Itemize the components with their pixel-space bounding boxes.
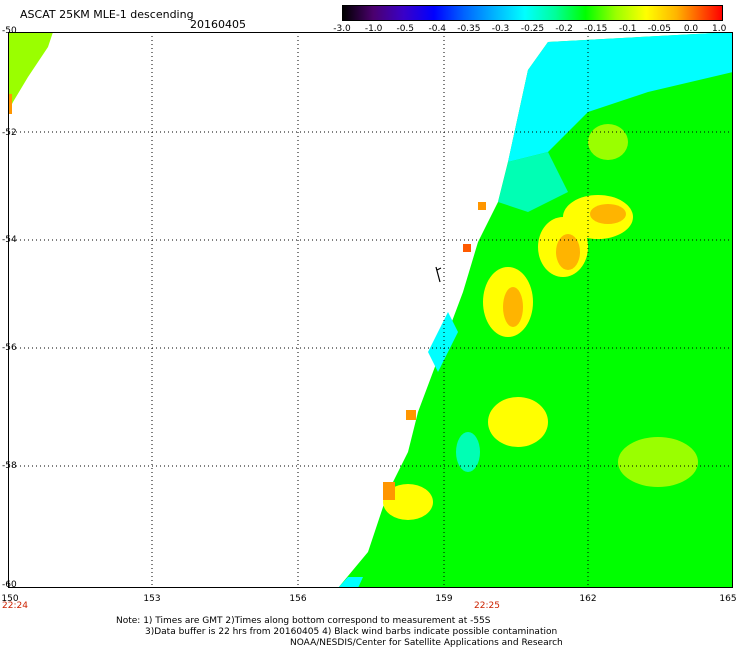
swath-edge-teal xyxy=(498,152,568,212)
corner-patch xyxy=(8,32,53,112)
note-line-1: Note: 1) Times are GMT 2)Times along bot… xyxy=(116,616,491,626)
time-label: 22:25 xyxy=(474,601,500,611)
wind-cell xyxy=(463,244,471,252)
swath-edge-cyan xyxy=(338,577,363,588)
corner-cell xyxy=(8,94,12,114)
colorbar-tick: -0.4 xyxy=(428,24,447,34)
colorbar-tick: -3.0 xyxy=(333,24,351,34)
time-label: 22:24 xyxy=(2,601,28,611)
wind-cell xyxy=(618,437,698,487)
lat-label: -50 xyxy=(2,26,17,36)
colorbar-ticks: -3.0 -1.0 -0.5 -0.4 -0.35 -0.3 -0.25 -0.… xyxy=(333,24,727,36)
lon-label: 150 xyxy=(1,594,19,604)
wind-map-svg xyxy=(8,32,733,588)
lat-label: -56 xyxy=(2,343,17,353)
lat-label: -54 xyxy=(2,235,17,245)
wind-cell xyxy=(406,410,416,420)
wind-cell xyxy=(556,234,580,270)
wind-cell xyxy=(456,432,480,472)
swath-edge-cyan xyxy=(508,32,733,162)
wind-map xyxy=(8,32,733,591)
colorbar-tick: -0.3 xyxy=(491,24,510,34)
graticule xyxy=(8,32,733,588)
colorbar-tick: 0.0 xyxy=(683,24,699,34)
note-line-3: NOAA/NESDIS/Center for Satellite Applica… xyxy=(290,638,563,648)
lon-label: 156 xyxy=(289,594,307,604)
colorbar-tick: 1.0 xyxy=(712,24,727,34)
colorbar-tick: -0.05 xyxy=(647,24,672,34)
colorbar-tick: -0.25 xyxy=(520,24,545,34)
swath-edge-cyan xyxy=(428,312,458,372)
colorbar-tick: -0.15 xyxy=(584,24,608,34)
wind-cell xyxy=(478,202,486,210)
wind-cell xyxy=(588,124,628,160)
lat-label: -60 xyxy=(2,580,17,590)
lat-label: -58 xyxy=(2,461,17,471)
colorbar-tick: -0.1 xyxy=(618,24,637,34)
colorbar-tick: -0.5 xyxy=(396,24,415,34)
colorbar-tick: -0.2 xyxy=(555,24,573,34)
product-title: ASCAT 25KM MLE-1 descending xyxy=(20,8,194,21)
colorbar xyxy=(342,5,723,21)
wind-barb xyxy=(435,266,442,283)
lat-label: -52 xyxy=(2,128,17,138)
wind-cell xyxy=(488,397,548,447)
note-line-2: 3)Data buffer is 22 hrs from 20160405 4)… xyxy=(145,627,558,637)
lon-label: 162 xyxy=(579,594,597,604)
wind-cell xyxy=(383,482,395,500)
wind-cell xyxy=(383,484,433,520)
product-date: 20160405 xyxy=(190,18,246,31)
lon-label: 165 xyxy=(719,594,737,604)
colorbar-tick: -0.35 xyxy=(457,24,481,34)
wind-cell xyxy=(503,287,523,327)
lon-label: 153 xyxy=(143,594,161,604)
wind-cell xyxy=(590,204,626,224)
lon-label: 159 xyxy=(435,594,453,604)
colorbar-tick: -1.0 xyxy=(364,24,383,34)
